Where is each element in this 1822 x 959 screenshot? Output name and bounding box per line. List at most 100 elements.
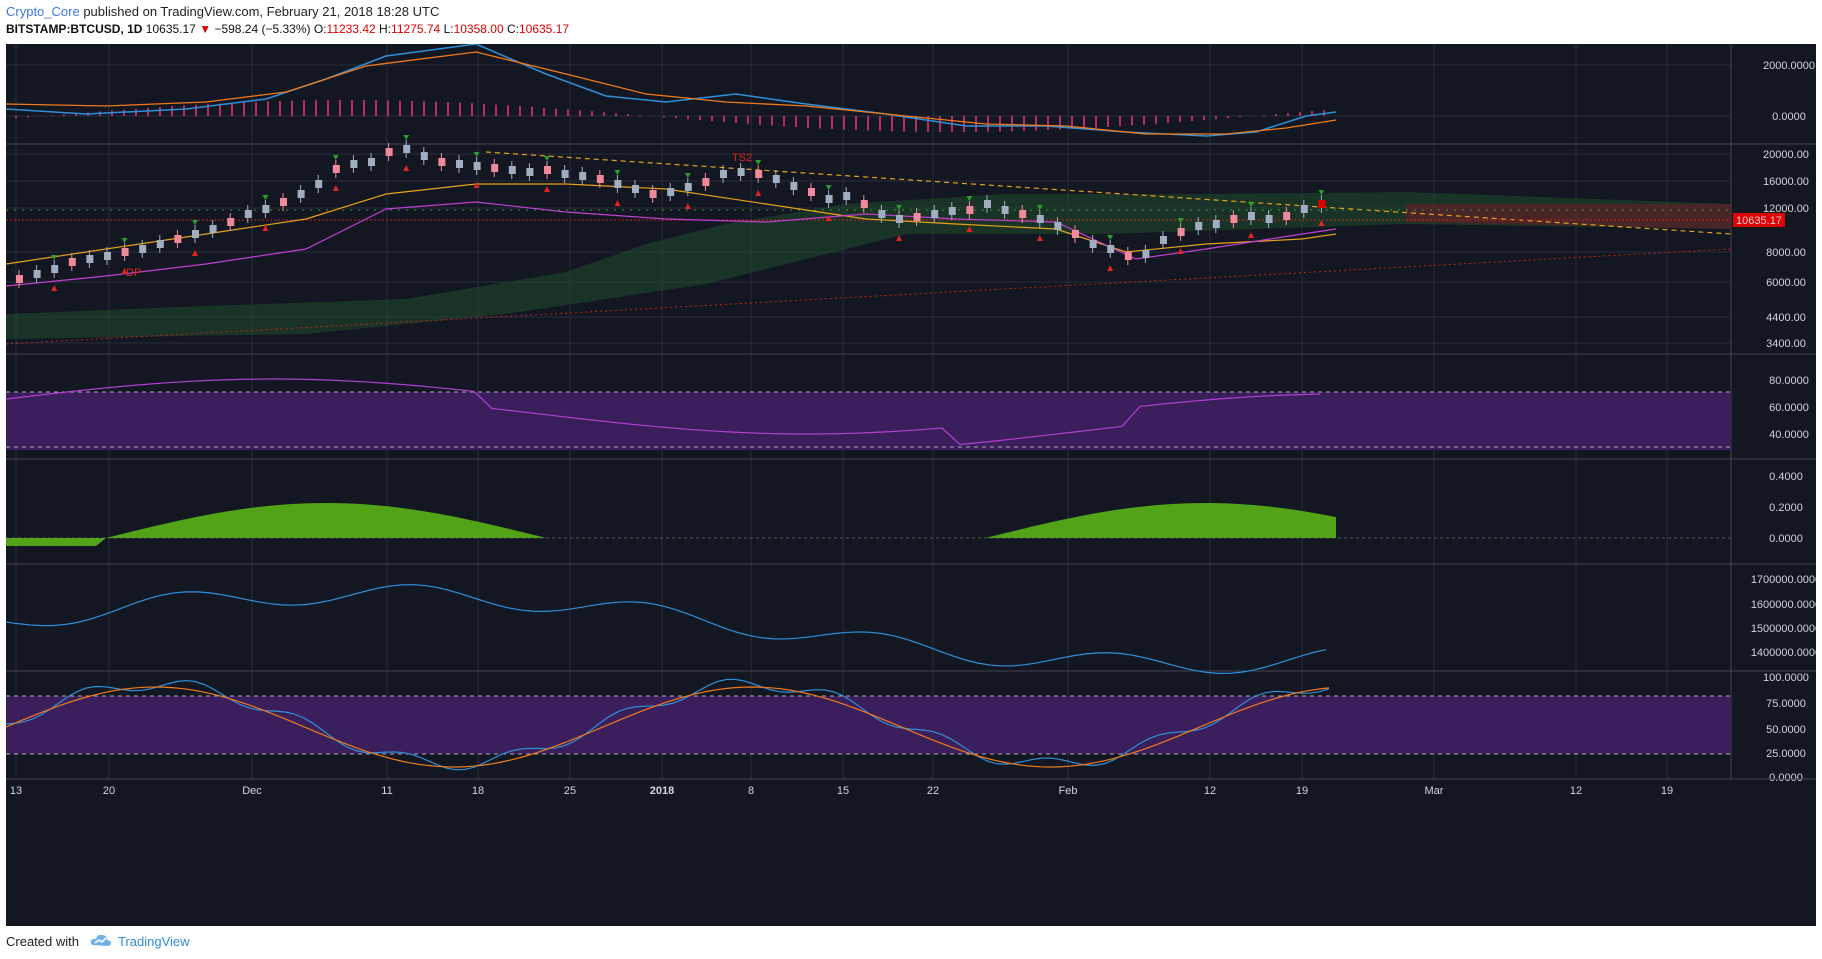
price-candle [684,183,692,191]
td-green-arrow [1318,190,1325,195]
td-red-arrow [473,182,480,188]
price-candle [596,175,604,183]
close-label: C: [506,22,519,36]
price-candle [614,180,622,188]
price-candle [808,188,815,196]
middle-band [6,183,1337,265]
last-price-label: 10635.17 [1736,215,1782,227]
time-axis-label: 13 [10,785,22,797]
price-candle [403,145,411,153]
osc-axis-tick: 0.4000 [1769,471,1803,483]
price-candle [561,170,569,178]
price-candle [632,185,639,193]
td-green-arrow [684,173,691,178]
price-candle [473,162,481,170]
time-axis-label: Mar [1425,785,1444,797]
td-green-arrow [1248,202,1254,207]
price-candle [948,207,956,215]
price-candle [156,240,164,248]
price-change: −598.24 (−5.33%) [214,22,311,36]
price-candle [579,172,587,180]
time-axis-label: 8 [748,785,754,797]
price-candle [790,182,798,190]
td-green-arrow [614,170,621,175]
price-candle [1265,215,1273,223]
price-candle [720,170,727,178]
td-green-arrow [544,156,550,161]
price-candle [332,165,340,173]
publish-line: Crypto_Core published on TradingView.com… [6,4,439,19]
td-green-arrow [1036,205,1043,210]
td-red-arrow [614,200,621,206]
price-candle [1072,230,1079,238]
price-candle [209,225,217,233]
price-candle [1300,205,1308,213]
time-axis-label: 12 [1570,785,1582,797]
price-candle [1212,220,1220,228]
obv-axis-tick: 1700000.0000 [1751,574,1816,586]
stoch-axis-tick: 50.0000 [1766,724,1806,736]
price-candle [984,200,991,208]
price-axis-tick: 20000.00 [1763,149,1809,161]
price-candle [297,190,305,198]
td-red-arrow [1036,235,1043,241]
tradingview-link[interactable]: TradingView [118,934,190,949]
low-value: 10358.00 [453,22,504,36]
obv-axis-tick: 1500000.0000 [1751,623,1816,635]
price-candle [68,258,76,266]
tradingview-cloud-icon[interactable] [90,932,112,948]
price-candle [825,195,833,203]
price-candle [1142,250,1150,258]
price-candle [227,218,235,226]
stoch-axis-tick: 75.0000 [1766,698,1806,710]
price-candle [1248,212,1255,220]
price-candle [755,170,763,178]
low-label: L: [443,22,454,36]
price-candle [544,166,551,174]
obv-axis-tick: 1600000.0000 [1751,599,1816,611]
symbol-line: BITSTAMP:BTCUSD, 1D 10635.17 ▼ −598.24 (… [6,22,569,36]
td-red-arrow [825,215,832,221]
stoch-axis-tick: 25.0000 [1766,748,1806,760]
td-red-arrow [1177,248,1184,254]
price-candle [878,210,886,218]
chart-background [6,44,1816,926]
macd-line [6,44,1337,137]
price-axis-tick: 4400.00 [1766,312,1806,324]
rsi-axis-tick: 60.0000 [1769,402,1809,414]
td-green-arrow [1107,235,1114,240]
time-axis-label: 19 [1661,785,1673,797]
time-axis-label: 19 [1296,785,1308,797]
author-link[interactable]: Crypto_Core [6,4,80,19]
ts2-annotation: TS2 [732,152,752,164]
price-candle [966,206,974,214]
high-label: H: [379,22,392,36]
stoch-d-line [6,686,1330,768]
symbol-name: BITSTAMP:BTCUSD, 1D [6,22,143,36]
lower-band [6,201,1337,287]
macd-signal-line [6,51,1337,135]
open-value: 11233.42 [326,22,376,36]
created-with-text: Created with [6,934,79,949]
price-candle [896,215,903,223]
rsi-axis-tick: 80.0000 [1769,375,1809,387]
time-axis-label: 12 [1204,785,1216,797]
price-candle [702,178,710,186]
price-candle [86,255,94,263]
td-red-arrow [755,190,762,196]
price-candle [438,158,446,166]
chart-canvas[interactable]: 2000.0000 0.0000 20000.00 16000.00 12000.00 8… [6,44,1816,926]
price-candle [1283,212,1291,220]
stoch-axis-tick: 100.0000 [1763,672,1809,684]
price-candle [420,152,428,160]
price-candle [843,192,851,200]
price-candle [1177,228,1185,236]
td-red-arrow [684,203,691,209]
price-candle [1124,252,1132,260]
stoch-band [6,696,1731,754]
chart-area[interactable]: 2000.0000 0.0000 20000.00 16000.00 12000.00 8… [6,44,1816,926]
stoch-axis-tick: 0.0000 [1769,772,1803,784]
close-value: 10635.17 [518,22,570,36]
price-candle [33,270,41,278]
td-red-arrow [332,185,339,191]
